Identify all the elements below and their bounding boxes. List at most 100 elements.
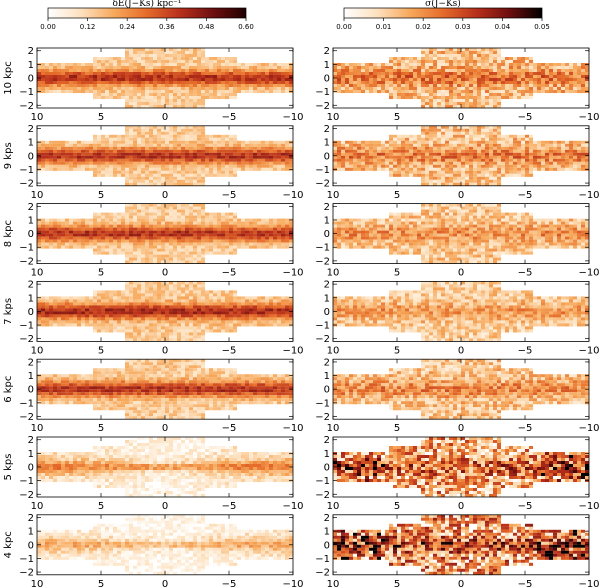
heatmap-cell bbox=[525, 134, 530, 138]
heatmap-cell bbox=[105, 215, 110, 219]
heatmap-cell bbox=[365, 140, 370, 144]
heatmap-cell bbox=[437, 90, 442, 94]
heatmap-cell bbox=[453, 54, 458, 58]
heatmap-cell bbox=[265, 158, 270, 162]
heatmap-cell bbox=[261, 161, 266, 165]
heatmap-cell bbox=[109, 212, 114, 216]
heatmap-cell bbox=[65, 78, 70, 82]
heatmap-cell bbox=[513, 75, 518, 79]
heatmap-cell bbox=[225, 149, 230, 153]
heatmap-cell bbox=[281, 143, 286, 147]
heatmap-cell bbox=[109, 140, 114, 144]
heatmap-cell bbox=[53, 227, 58, 231]
heatmap-cell bbox=[505, 87, 510, 91]
heatmap-cell bbox=[201, 69, 206, 73]
heatmap-cell bbox=[421, 87, 426, 91]
heatmap-cell bbox=[481, 179, 486, 183]
heatmap-cell bbox=[389, 149, 394, 153]
heatmap-cell bbox=[213, 224, 218, 228]
heatmap-cell bbox=[441, 161, 446, 165]
heatmap-cell bbox=[165, 102, 170, 106]
heatmap-cell bbox=[461, 84, 466, 88]
heatmap-cell bbox=[201, 84, 206, 88]
heatmap-cell bbox=[409, 173, 414, 177]
heatmap-cell bbox=[357, 152, 362, 156]
heatmap-cell bbox=[481, 164, 486, 168]
heatmap-cell bbox=[265, 75, 270, 79]
heatmap-cell bbox=[97, 170, 102, 174]
heatmap-cell bbox=[505, 78, 510, 82]
heatmap-cell bbox=[289, 158, 294, 162]
heatmap-cell bbox=[157, 87, 162, 91]
heatmap-cell bbox=[469, 146, 474, 150]
heatmap-cell bbox=[409, 96, 414, 100]
heatmap-cell bbox=[117, 164, 122, 168]
heatmap-cell bbox=[401, 224, 406, 228]
heatmap-cell bbox=[197, 239, 202, 243]
heatmap-cell bbox=[433, 161, 438, 165]
heatmap-cell bbox=[485, 182, 490, 186]
heatmap-cell bbox=[101, 60, 106, 64]
heatmap-cell bbox=[221, 170, 226, 174]
heatmap-cell bbox=[485, 75, 490, 79]
heatmap-cell bbox=[77, 245, 82, 249]
heatmap-cell bbox=[421, 221, 426, 225]
heatmap-cell bbox=[437, 164, 442, 168]
heatmap-cell bbox=[189, 239, 194, 243]
heatmap-cell bbox=[341, 221, 346, 225]
heatmap-cell bbox=[433, 78, 438, 82]
heatmap-cell bbox=[349, 227, 354, 231]
heatmap-cell bbox=[409, 69, 414, 73]
heatmap-cell bbox=[477, 176, 482, 180]
heatmap-cell bbox=[165, 236, 170, 240]
heatmap-cell bbox=[501, 170, 506, 174]
heatmap-cell bbox=[357, 218, 362, 222]
heatmap-cell bbox=[381, 164, 386, 168]
heatmap-cell bbox=[141, 170, 146, 174]
heatmap-cell bbox=[141, 182, 146, 186]
heatmap-cell bbox=[397, 224, 402, 228]
heatmap-cell bbox=[437, 170, 442, 174]
heatmap-cell bbox=[205, 72, 210, 76]
heatmap-cell bbox=[565, 66, 570, 70]
heatmap-cell bbox=[153, 48, 158, 52]
heatmap-cell bbox=[153, 69, 158, 73]
heatmap-cell bbox=[341, 227, 346, 231]
heatmap-cell bbox=[125, 87, 130, 91]
heatmap-cell bbox=[285, 230, 290, 234]
heatmap-cell bbox=[421, 209, 426, 213]
heatmap-cell bbox=[165, 90, 170, 94]
heatmap-cell bbox=[485, 66, 490, 70]
heatmap-cell bbox=[493, 149, 498, 153]
heatmap-cell bbox=[73, 221, 78, 225]
heatmap-cell bbox=[561, 167, 566, 171]
heatmap-cell bbox=[37, 224, 42, 228]
heatmap-cell bbox=[373, 242, 378, 246]
heatmap-cell bbox=[521, 149, 526, 153]
heatmap-cell bbox=[109, 227, 114, 231]
heatmap-cell bbox=[445, 170, 450, 174]
heatmap-cell bbox=[493, 66, 498, 70]
heatmap-cell bbox=[553, 167, 558, 171]
heatmap-cell bbox=[461, 48, 466, 52]
heatmap-cell bbox=[357, 164, 362, 168]
heatmap-cell bbox=[153, 131, 158, 135]
heatmap-cell bbox=[465, 146, 470, 150]
heatmap-cell bbox=[97, 84, 102, 88]
heatmap-cell bbox=[353, 78, 358, 82]
heatmap-cell bbox=[401, 134, 406, 138]
heatmap-cell bbox=[469, 161, 474, 165]
heatmap-cell bbox=[173, 167, 178, 171]
heatmap-cell bbox=[437, 102, 442, 106]
heatmap-cell bbox=[133, 245, 138, 249]
y-tick-label: 1 bbox=[28, 60, 34, 71]
heatmap-cell bbox=[553, 146, 558, 150]
heatmap-cell bbox=[241, 78, 246, 82]
heatmap-cell bbox=[525, 167, 530, 171]
heatmap-cell bbox=[377, 155, 382, 159]
colorbar-tick-label: 0.03 bbox=[455, 23, 471, 31]
heatmap-cell bbox=[485, 134, 490, 138]
heatmap-cell bbox=[557, 78, 562, 82]
heatmap-cell bbox=[165, 96, 170, 100]
heatmap-cell bbox=[369, 72, 374, 76]
